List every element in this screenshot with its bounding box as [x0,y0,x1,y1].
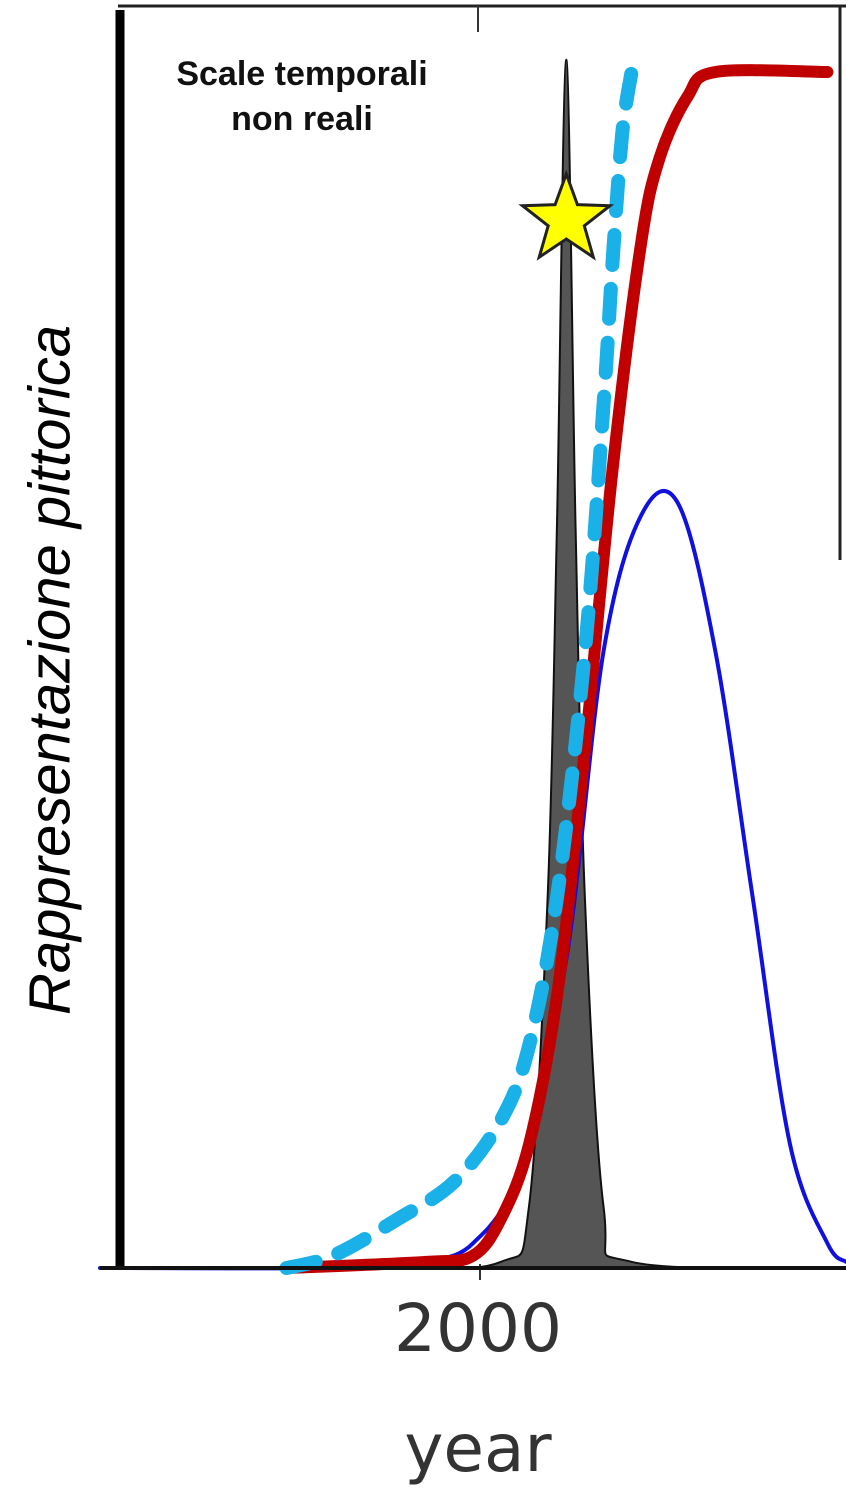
annotation-line-1: Scale temporali [176,55,428,93]
y-axis-label: Rappresentazione pittorica [17,325,83,1015]
star-marker [518,169,615,261]
partial-tick-label: ) [0,1290,4,1367]
x-tick-label-2000: 2000 [394,1290,562,1367]
series-layer [98,58,846,1275]
peak-series [99,58,846,1270]
annotation-line-2: non reali [231,100,373,138]
dashed-series [279,65,639,1275]
sigmoid-series [280,64,834,1274]
x-axis-label: year [404,1410,552,1487]
annotation-text: Scale temporali non reali [132,52,472,142]
